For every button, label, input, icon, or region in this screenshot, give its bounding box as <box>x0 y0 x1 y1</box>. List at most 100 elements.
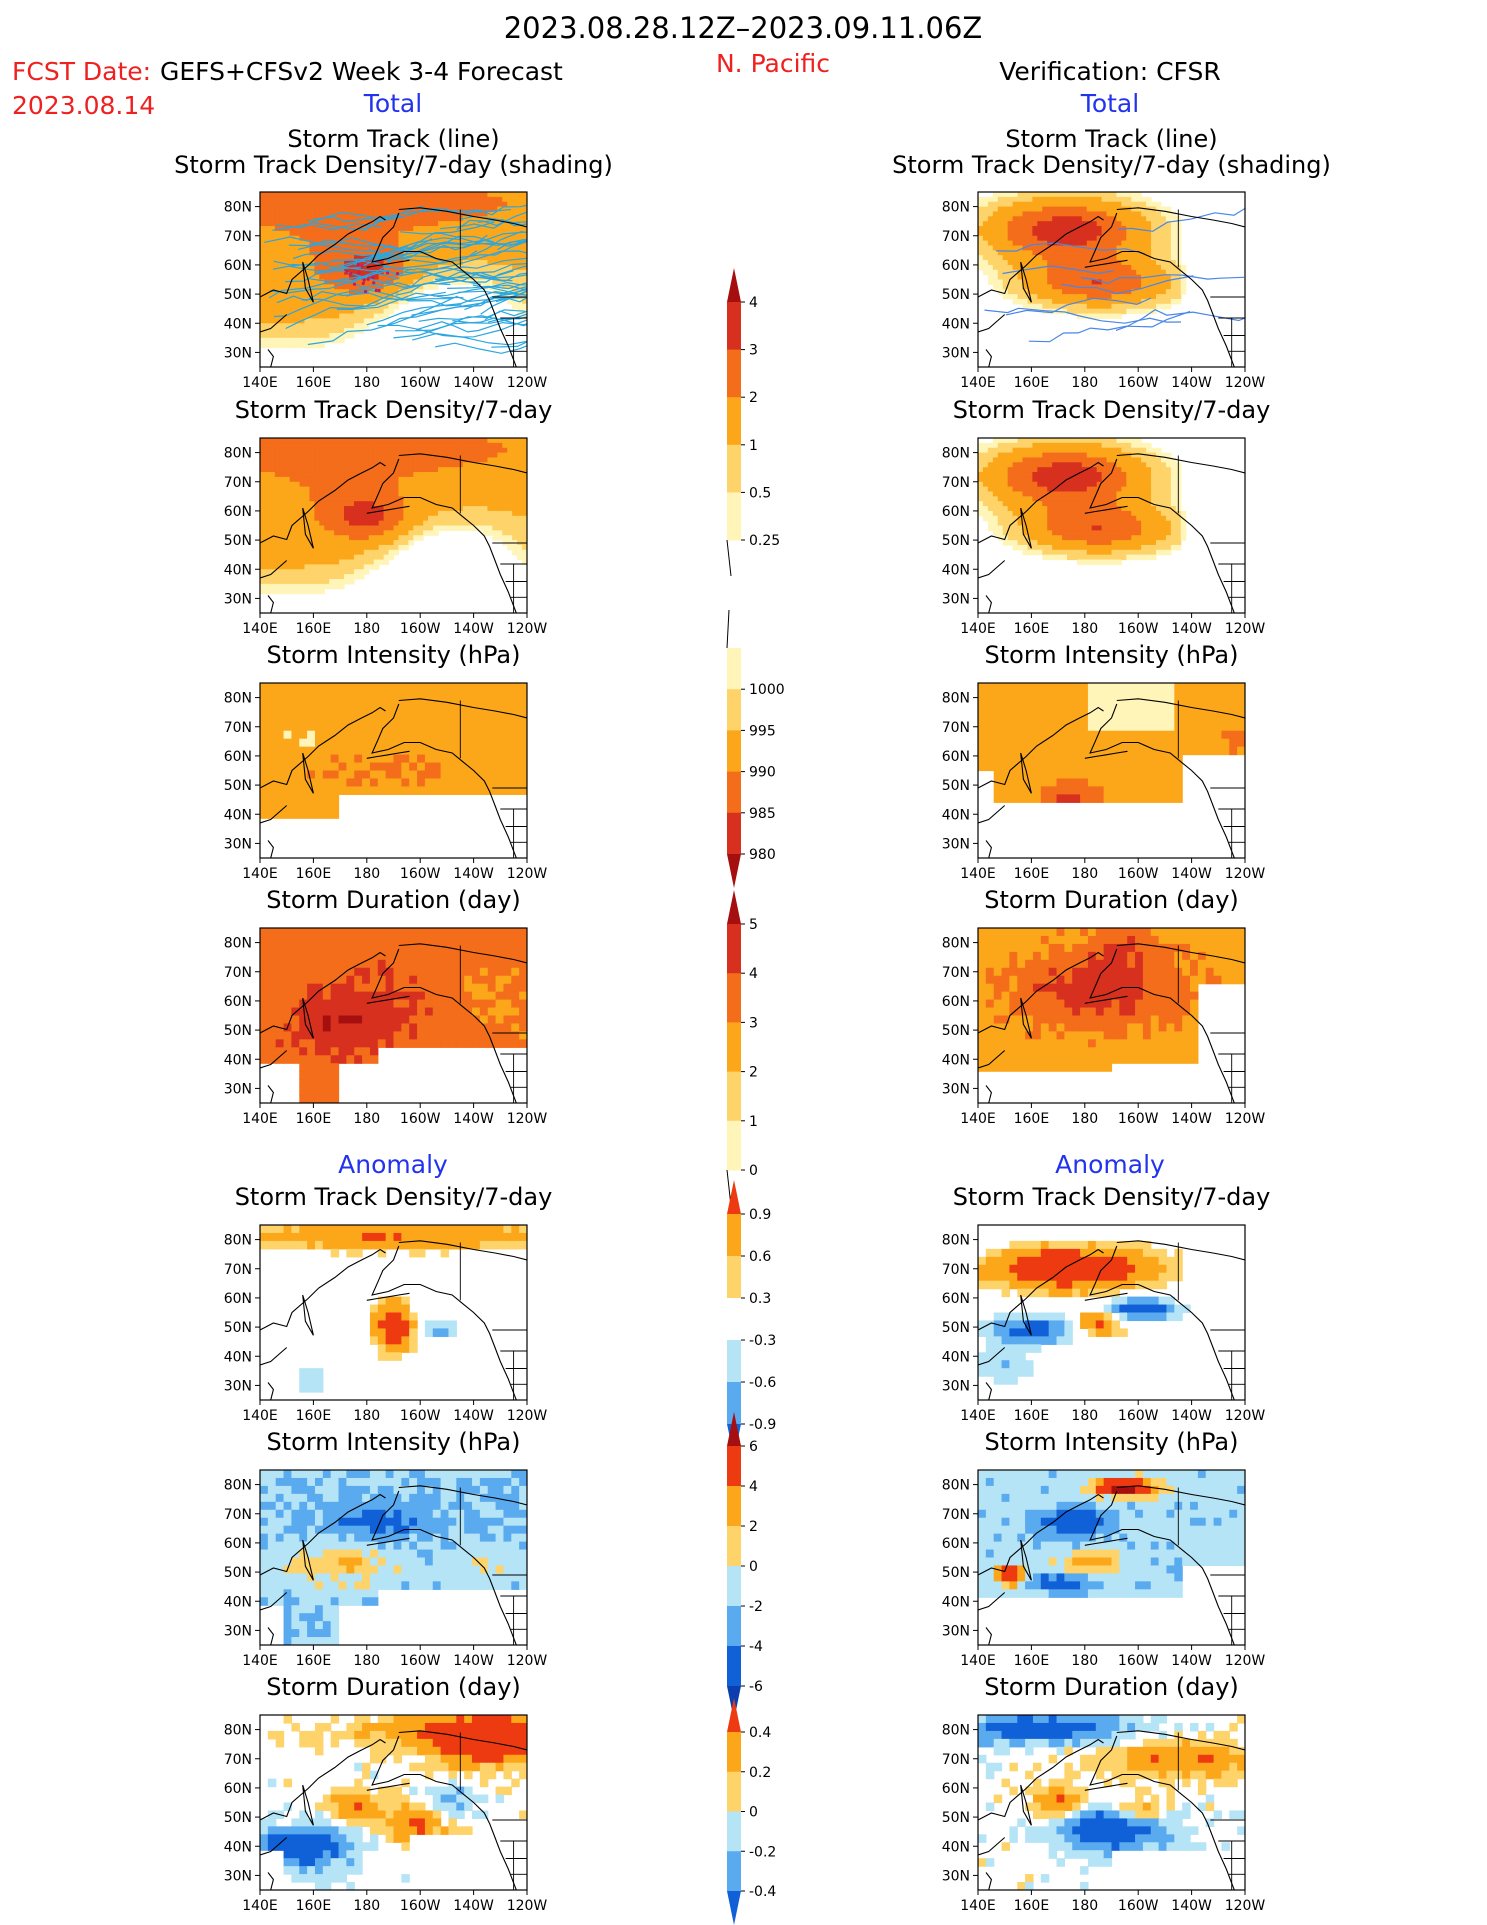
grid-cell <box>452 221 459 227</box>
grid-cell <box>294 332 301 339</box>
grid-cell <box>279 491 286 497</box>
grid-cell <box>482 235 489 242</box>
grid-cell <box>1086 559 1093 565</box>
lat-tick-label: 40N <box>224 316 252 332</box>
grid-cell <box>423 462 429 468</box>
grid-cell <box>274 442 281 449</box>
grid-cell <box>279 574 286 580</box>
grid-cell <box>1111 491 1118 497</box>
grid-cell <box>467 245 474 251</box>
grid-cell <box>428 525 434 531</box>
grid-cell <box>373 201 380 208</box>
grid-cell <box>260 778 269 788</box>
grid-cell <box>1091 481 1098 488</box>
grid-cell <box>477 206 484 213</box>
grid-cell <box>264 230 271 237</box>
grid-cell <box>284 472 291 478</box>
grid-cell <box>309 269 315 276</box>
grid-cell <box>1091 540 1098 546</box>
grid-cell <box>1002 230 1009 237</box>
coastline <box>260 314 288 333</box>
grid-cell <box>1151 462 1157 468</box>
grid-cell <box>339 549 345 556</box>
grid-cell <box>442 496 449 502</box>
grid-cell <box>299 442 306 449</box>
grid-cell <box>267 690 277 700</box>
grid-cell <box>284 520 291 527</box>
grid-cell <box>289 318 296 324</box>
grid-cell <box>522 303 527 310</box>
grid-cell <box>408 255 414 261</box>
grid-cell <box>487 506 493 512</box>
grid-cell <box>1076 230 1083 237</box>
grid-cell <box>314 564 320 570</box>
grid-cell <box>1032 447 1038 454</box>
grid-cell <box>309 192 315 198</box>
grid-cell <box>1052 303 1058 310</box>
grid-cell <box>517 255 523 261</box>
grid-cell <box>1017 447 1024 454</box>
grid-cell <box>413 457 419 463</box>
grid-cell <box>1131 260 1137 266</box>
grid-cell <box>1146 486 1152 493</box>
grid-cell <box>1091 230 1098 237</box>
grid-cell <box>353 496 360 502</box>
grid-cell <box>324 569 330 575</box>
grid-cell <box>408 525 414 531</box>
grid-cell <box>309 496 315 502</box>
grid-cell <box>1160 284 1167 290</box>
grid-cell <box>1101 303 1108 310</box>
grid-cell <box>1165 491 1172 497</box>
grid-cell <box>294 216 301 222</box>
grid-cell <box>438 467 444 473</box>
grid-cell <box>269 496 276 502</box>
grid-cell <box>378 462 385 468</box>
grid-cell <box>467 476 474 483</box>
grid-cell <box>1116 501 1122 507</box>
grid-cell <box>413 438 419 444</box>
grid-cell <box>978 230 984 237</box>
grid-cell <box>329 438 335 444</box>
grid-cell <box>1037 260 1043 266</box>
grid-cell <box>487 447 493 454</box>
grid-cell <box>1007 457 1014 463</box>
grid-cell <box>299 588 306 595</box>
grid-cell <box>1062 515 1068 522</box>
grid-cell <box>987 462 994 468</box>
grid-cell <box>1047 264 1053 271</box>
grid-cell <box>1007 216 1014 222</box>
grid-cell <box>1136 284 1142 290</box>
grid-cell <box>467 472 474 478</box>
grid-cell <box>447 192 454 198</box>
grid-cell <box>1101 289 1108 295</box>
grid-cell <box>467 216 474 222</box>
grid-cell <box>1121 540 1127 546</box>
grid-cell <box>1067 284 1073 290</box>
grid-cell <box>284 284 291 290</box>
grid-cell <box>1116 467 1122 473</box>
grid-cell <box>383 447 390 454</box>
grid-cell <box>1071 298 1078 305</box>
grid-cell <box>388 520 395 527</box>
grid-cell <box>304 206 311 213</box>
grid-cell <box>507 438 513 444</box>
grid-cell <box>1037 549 1043 556</box>
grid-cell <box>1106 438 1113 444</box>
grid-cell <box>1101 308 1108 315</box>
grid-cell <box>997 442 1004 449</box>
grid-cell <box>1081 255 1088 261</box>
grid-cell <box>260 554 266 561</box>
grid-cell <box>992 284 999 290</box>
grid-cell <box>1076 201 1083 208</box>
grid-cell <box>497 279 503 285</box>
grid-cell <box>1146 491 1152 497</box>
grid-cell <box>438 221 444 227</box>
grid-cell <box>279 230 286 237</box>
grid-cell <box>264 554 271 561</box>
grid-cell <box>1106 308 1113 315</box>
grid-cell <box>279 588 286 595</box>
grid-cell <box>1131 486 1137 493</box>
grid-cell <box>462 216 469 222</box>
grid-cell <box>294 476 301 483</box>
grid-cell <box>319 442 325 449</box>
